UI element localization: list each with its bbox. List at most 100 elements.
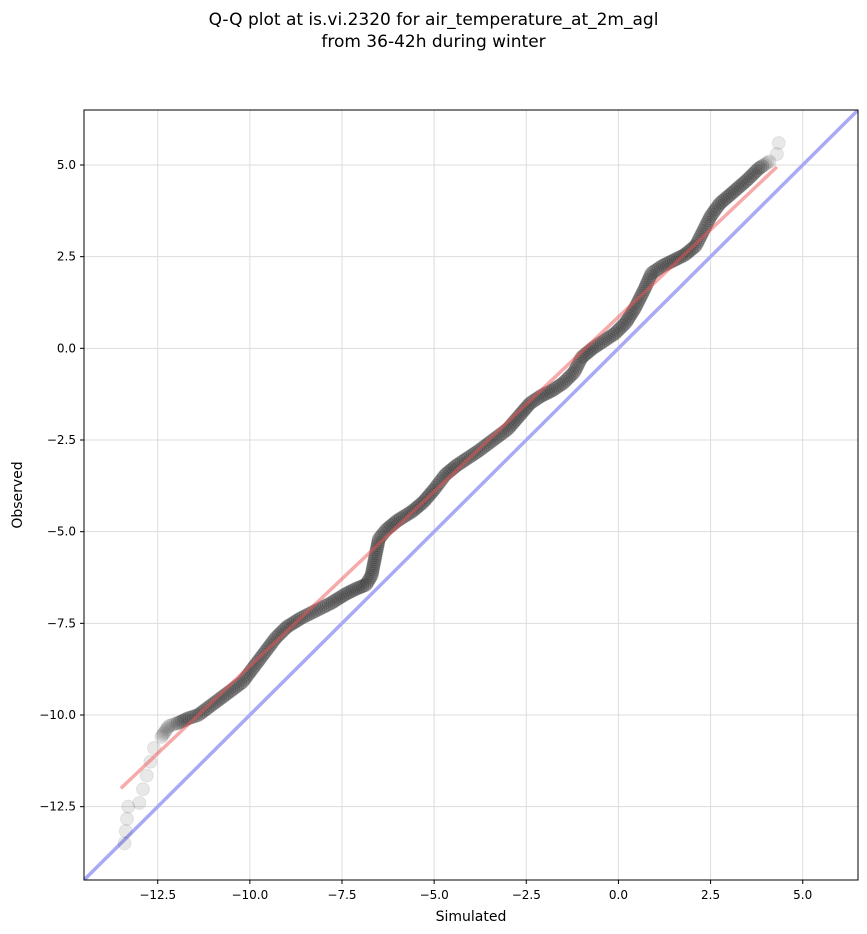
qq-point — [545, 383, 560, 398]
data-layer — [84, 110, 858, 880]
chart-title-line-2: from 36-42h during winter — [321, 32, 546, 52]
qq-point — [342, 585, 357, 600]
qq-point — [353, 580, 368, 595]
qq-point — [769, 147, 784, 161]
qq-point — [710, 200, 725, 215]
qq-point — [557, 374, 572, 389]
qq-point — [161, 719, 176, 733]
qq-point — [526, 393, 541, 408]
x-tick-label: 2.5 — [701, 888, 720, 902]
y-tick-label: 0.0 — [57, 341, 76, 355]
qq-point — [771, 136, 786, 150]
qq-point — [644, 266, 659, 281]
qq-point — [313, 601, 328, 616]
qq-point — [722, 188, 737, 203]
qq-point — [139, 768, 154, 783]
qq-point — [604, 329, 619, 344]
qq-point — [132, 796, 147, 810]
qq-point — [624, 306, 639, 321]
qq-point — [552, 378, 567, 393]
qq-point — [610, 323, 625, 338]
qq-point — [554, 377, 569, 392]
qq-point — [120, 811, 134, 826]
qq-point — [642, 270, 657, 285]
qq-point — [621, 312, 636, 326]
qq-point — [605, 327, 620, 342]
qq-point — [268, 631, 283, 645]
qq-point — [743, 169, 758, 184]
qq-point — [319, 598, 334, 613]
qq-point — [711, 198, 726, 213]
qq-point — [478, 438, 493, 453]
qq-point — [518, 401, 533, 416]
y-tick-label: −5.0 — [47, 525, 76, 539]
qq-point — [728, 182, 743, 197]
qq-point — [745, 167, 760, 182]
qq-point — [646, 264, 661, 279]
x-tick-label: 5.0 — [793, 888, 812, 902]
qq-point — [714, 195, 729, 210]
qq-point — [454, 455, 469, 469]
qq-point — [670, 251, 685, 266]
qq-point — [365, 564, 380, 579]
qq-point — [456, 453, 471, 468]
qq-point — [482, 435, 497, 450]
y-tick-label: −10.0 — [39, 708, 76, 722]
qq-point — [340, 586, 355, 601]
qq-point — [366, 560, 381, 575]
qq-point — [336, 588, 351, 603]
qq-point — [559, 373, 574, 388]
qq-point — [250, 654, 265, 669]
qq-point — [267, 632, 282, 647]
qq-point — [170, 716, 185, 731]
qq-point — [344, 584, 359, 599]
qq-point — [569, 360, 584, 375]
qq-point — [548, 381, 563, 396]
qq-point — [600, 331, 615, 346]
qq-point — [733, 178, 748, 193]
x-tick-label: −10.0 — [231, 888, 268, 902]
x-tick-label: −5.0 — [420, 888, 449, 902]
qq-point — [159, 722, 174, 737]
qq-point — [327, 593, 342, 608]
qq-point — [550, 379, 565, 394]
qq-point — [521, 397, 536, 412]
qq-point — [480, 437, 495, 452]
qq-point — [738, 174, 753, 189]
qq-point — [762, 154, 777, 169]
qq-point — [701, 213, 716, 228]
qq-point — [541, 385, 556, 400]
qq-point — [207, 695, 222, 710]
qq-point — [204, 698, 219, 713]
qq-point — [717, 192, 732, 207]
qq-point — [186, 709, 201, 724]
qq-point — [737, 175, 752, 190]
qq-point — [517, 402, 532, 417]
qq-point — [602, 330, 617, 345]
qq-point — [623, 308, 638, 323]
qq-point — [333, 590, 348, 605]
qq-point — [668, 252, 683, 267]
qq-point — [283, 617, 298, 632]
qq-point — [704, 207, 719, 222]
qq-point — [612, 321, 627, 336]
qq-point — [707, 203, 722, 218]
qq-point — [648, 263, 663, 278]
qq-point — [117, 836, 132, 851]
qq-point — [371, 534, 386, 549]
qq-point — [719, 191, 734, 205]
qq-point — [397, 509, 412, 524]
qq-point — [637, 282, 652, 297]
qq-point — [700, 215, 715, 230]
qq-point — [121, 799, 136, 814]
qq-point — [702, 211, 717, 226]
qq-point — [347, 582, 362, 597]
x-tick-label: 0.0 — [609, 888, 628, 902]
x-tick-label: −2.5 — [512, 888, 541, 902]
qq-point — [735, 176, 750, 191]
qq-point — [252, 653, 267, 667]
qq-point — [650, 262, 665, 277]
qq-point — [431, 477, 446, 491]
qq-point — [724, 186, 739, 201]
